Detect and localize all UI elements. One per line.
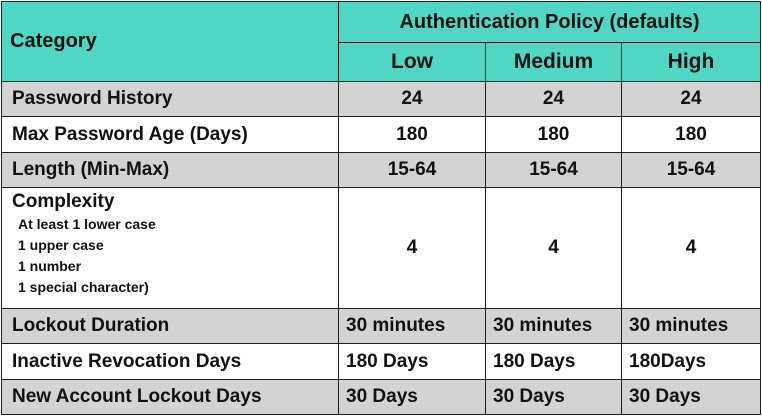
value-low: 30 Days bbox=[338, 379, 486, 415]
category-header: Category bbox=[1, 1, 339, 82]
complexity-requirements: At least 1 lower case 1 upper case 1 num… bbox=[12, 214, 338, 298]
table-row: New Account Lockout Days 30 Days 30 Days… bbox=[1, 379, 761, 415]
complexity-requirement: 1 special character) bbox=[18, 279, 149, 295]
row-category: Password History bbox=[1, 81, 339, 117]
value-high: 180 bbox=[621, 116, 761, 153]
complexity-requirement: At least 1 lower case bbox=[18, 216, 156, 232]
table-header-row-top: Category Authentication Policy (defaults… bbox=[1, 1, 761, 82]
value-high: 180Days bbox=[621, 343, 761, 380]
value-high: 30 minutes bbox=[621, 308, 761, 344]
complexity-requirement: 1 number bbox=[18, 258, 82, 274]
value-low: 30 minutes bbox=[338, 308, 486, 344]
value-medium: 24 bbox=[485, 81, 622, 117]
table-header-row-levels: Low Medium High bbox=[2, 42, 761, 82]
value-medium: 180 Days bbox=[485, 343, 622, 380]
table-row: Length (Min-Max) 15-64 15-64 15-64 bbox=[1, 152, 761, 188]
row-category: New Account Lockout Days bbox=[1, 379, 339, 415]
value-medium: 30 minutes bbox=[485, 308, 622, 344]
value-low: 180 bbox=[338, 116, 486, 153]
table-row: Max Password Age (Days) 180 180 180 bbox=[1, 116, 761, 153]
complexity-requirement: 1 upper case bbox=[18, 237, 104, 253]
table-row: Inactive Revocation Days 180 Days 180 Da… bbox=[1, 343, 761, 380]
value-medium: 30 Days bbox=[485, 379, 622, 415]
level-header-low: Low bbox=[338, 42, 486, 82]
row-category: Inactive Revocation Days bbox=[1, 343, 339, 380]
table-row: Password History 24 24 24 bbox=[1, 81, 761, 117]
level-header-high: High bbox=[621, 42, 761, 82]
value-high: 4 bbox=[621, 187, 761, 309]
value-high: 30 Days bbox=[621, 379, 761, 415]
policy-header: Authentication Policy (defaults) bbox=[338, 1, 761, 43]
table-row: Lockout Duration 30 minutes 30 minutes 3… bbox=[1, 308, 761, 344]
value-low: 180 Days bbox=[338, 343, 486, 380]
table-row-complexity: Complexity At least 1 lower case 1 upper… bbox=[1, 187, 761, 309]
row-category: Lockout Duration bbox=[1, 308, 339, 344]
value-medium: 4 bbox=[485, 187, 622, 309]
value-medium: 180 bbox=[485, 116, 622, 153]
value-high: 24 bbox=[621, 81, 761, 117]
complexity-title: Complexity bbox=[12, 191, 115, 212]
row-category: Max Password Age (Days) bbox=[1, 116, 339, 153]
value-medium: 15-64 bbox=[485, 152, 622, 188]
row-category: Length (Min-Max) bbox=[1, 152, 339, 188]
level-header-medium: Medium bbox=[485, 42, 622, 82]
value-low: 4 bbox=[338, 187, 486, 309]
value-high: 15-64 bbox=[621, 152, 761, 188]
row-category: Complexity At least 1 lower case 1 upper… bbox=[1, 187, 339, 309]
value-low: 24 bbox=[338, 81, 486, 117]
value-low: 15-64 bbox=[338, 152, 486, 188]
